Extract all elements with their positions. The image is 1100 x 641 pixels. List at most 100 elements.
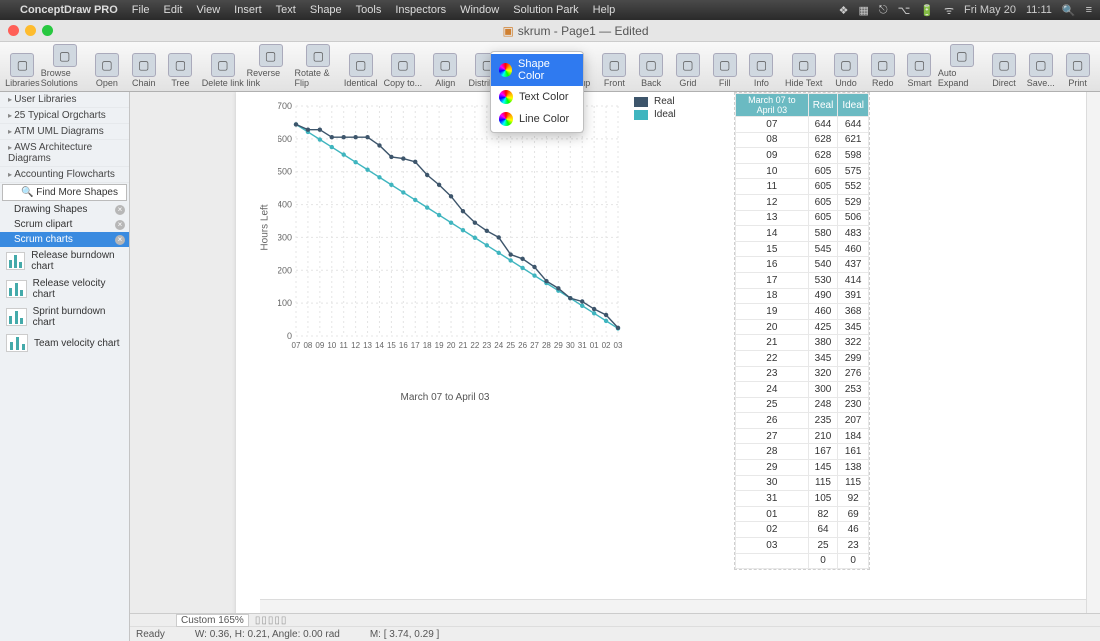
table-row[interactable]: 018269 [736,506,869,522]
find-more-shapes[interactable]: 🔍 Find More Shapes [2,184,127,201]
table-row[interactable]: 10605575 [736,163,869,179]
tool-auto-expand[interactable]: ▢Auto Expand [938,44,986,89]
dropdown-item-text-color[interactable]: Text Color [491,86,583,108]
menu-extra-icon[interactable]: 🔋 [920,4,934,17]
table-row[interactable]: 24300253 [736,382,869,398]
table-row[interactable]: 29145138 [736,460,869,476]
menu-insert[interactable]: Insert [234,4,262,16]
tool-redo[interactable]: ▢Redo [864,44,901,89]
menu-view[interactable]: View [197,4,221,16]
sidebar-group[interactable]: Accounting Flowcharts [0,167,129,183]
tool-smart[interactable]: ▢Smart [901,44,938,89]
sidebar-sub-drawing-shapes[interactable]: Drawing Shapes× [0,202,129,217]
library-item[interactable]: Team velocity chart [0,331,129,355]
tool-info[interactable]: ▢Info [743,44,780,89]
table-row[interactable]: 23320276 [736,366,869,382]
tool-copy-to-[interactable]: ▢Copy to... [379,44,427,89]
tool-hide-text[interactable]: ▢Hide Text [780,44,828,89]
menu-extra-icon[interactable]: ᯤ [944,3,954,18]
menu-extra-icon[interactable]: ⌥ [898,4,911,17]
table-row[interactable]: 27210184 [736,428,869,444]
burndown-chart[interactable]: Hours Left 01002003004005006007000708091… [260,92,630,403]
menu-file[interactable]: File [132,4,150,16]
menu-extra-icon[interactable]: ≡ [1086,4,1092,16]
table-row[interactable]: 20425345 [736,319,869,335]
data-table[interactable]: March 07 to April 03RealIdeal07644644086… [734,92,870,570]
menu-help[interactable]: Help [593,4,616,16]
zoom-display[interactable]: Custom 165% [176,614,249,627]
tool-front[interactable]: ▢Front [596,44,633,89]
app-name[interactable]: ConceptDraw PRO [20,4,118,16]
table-row[interactable]: 22345299 [736,350,869,366]
table-row[interactable]: 12605529 [736,194,869,210]
tool-chain[interactable]: ▢Chain [125,44,162,89]
library-item[interactable]: Sprint burndown chart [0,303,129,331]
close-icon[interactable]: × [115,220,125,230]
table-row[interactable]: 13605506 [736,210,869,226]
sidebar-sub-scrum-clipart[interactable]: Scrum clipart× [0,217,129,232]
library-item[interactable]: Release burndown chart [0,247,129,275]
color-dropdown[interactable]: Shape ColorText ColorLine Color [490,51,584,133]
table-row[interactable]: 28167161 [736,444,869,460]
table-row[interactable]: 15545460 [736,241,869,257]
table-row[interactable]: 09628598 [736,148,869,164]
tool-browse-solutions[interactable]: ▢Browse Solutions [41,44,89,89]
tool-align[interactable]: ▢Align [427,44,464,89]
tool-undo[interactable]: ▢Undo [828,44,865,89]
dropdown-item-shape-color[interactable]: Shape Color [491,54,583,86]
table-row[interactable]: 11605552 [736,179,869,195]
sidebar-group[interactable]: ATM UML Diagrams [0,124,129,140]
tool-fill[interactable]: ▢Fill [706,44,743,89]
menu-solution-park[interactable]: Solution Park [513,4,578,16]
menu-extra-icon[interactable]: ▦ [858,4,868,17]
tool-libraries[interactable]: ▢Libraries [4,44,41,89]
menu-tools[interactable]: Tools [356,4,382,16]
tool-print[interactable]: ▢Print [1059,44,1096,89]
tool-grid[interactable]: ▢Grid [669,44,706,89]
table-row[interactable]: 026446 [736,522,869,538]
table-row[interactable]: 30115115 [736,475,869,491]
spotlight-icon[interactable]: 🔍 [1062,4,1076,17]
table-row[interactable]: 18490391 [736,288,869,304]
horizontal-scrollbar[interactable] [260,599,1086,613]
table-row[interactable]: 3110592 [736,491,869,507]
dropdown-item-line-color[interactable]: Line Color [491,108,583,130]
table-row[interactable]: 25248230 [736,397,869,413]
close-icon[interactable]: × [115,205,125,215]
close-icon[interactable]: × [115,235,125,245]
table-row[interactable]: 26235207 [736,413,869,429]
tool-direct[interactable]: ▢Direct [986,44,1023,89]
tool-rotate-flip[interactable]: ▢Rotate & Flip [294,44,342,89]
sidebar-group[interactable]: User Libraries [0,92,129,108]
table-row[interactable]: 17530414 [736,272,869,288]
minimize-window-button[interactable] [25,25,36,36]
tool-back[interactable]: ▢Back [633,44,670,89]
close-window-button[interactable] [8,25,19,36]
sidebar-sub-scrum-charts[interactable]: Scrum charts× [0,232,129,247]
tool-delete-link[interactable]: ▢Delete link [199,44,247,89]
tool-identical[interactable]: ▢Identical [342,44,379,89]
zoom-window-button[interactable] [42,25,53,36]
table-row[interactable]: 07644644 [736,117,869,133]
library-item[interactable]: Release velocity chart [0,275,129,303]
tool-tree[interactable]: ▢Tree [162,44,199,89]
table-row[interactable]: 19460368 [736,304,869,320]
menu-window[interactable]: Window [460,4,499,16]
tool-save-[interactable]: ▢Save... [1022,44,1059,89]
table-row[interactable]: 21380322 [736,335,869,351]
tool-reverse-link[interactable]: ▢Reverse link [247,44,295,89]
menu-extra-icon[interactable]: ❖ [839,4,849,17]
menu-inspectors[interactable]: Inspectors [395,4,446,16]
table-row[interactable]: 14580483 [736,226,869,242]
menu-edit[interactable]: Edit [164,4,183,16]
zoom-slider[interactable]: ▯▯▯▯▯ [255,615,288,626]
tool-open[interactable]: ▢Open [89,44,126,89]
menu-extra-icon[interactable]: ⎋ [879,4,888,17]
table-row[interactable]: 00 [736,553,869,569]
menu-text[interactable]: Text [276,4,296,16]
sidebar-group[interactable]: 25 Typical Orgcharts [0,108,129,124]
vertical-scrollbar[interactable] [1086,92,1100,613]
sidebar-group[interactable]: AWS Architecture Diagrams [0,140,129,167]
table-row[interactable]: 08628621 [736,132,869,148]
menu-shape[interactable]: Shape [310,4,342,16]
